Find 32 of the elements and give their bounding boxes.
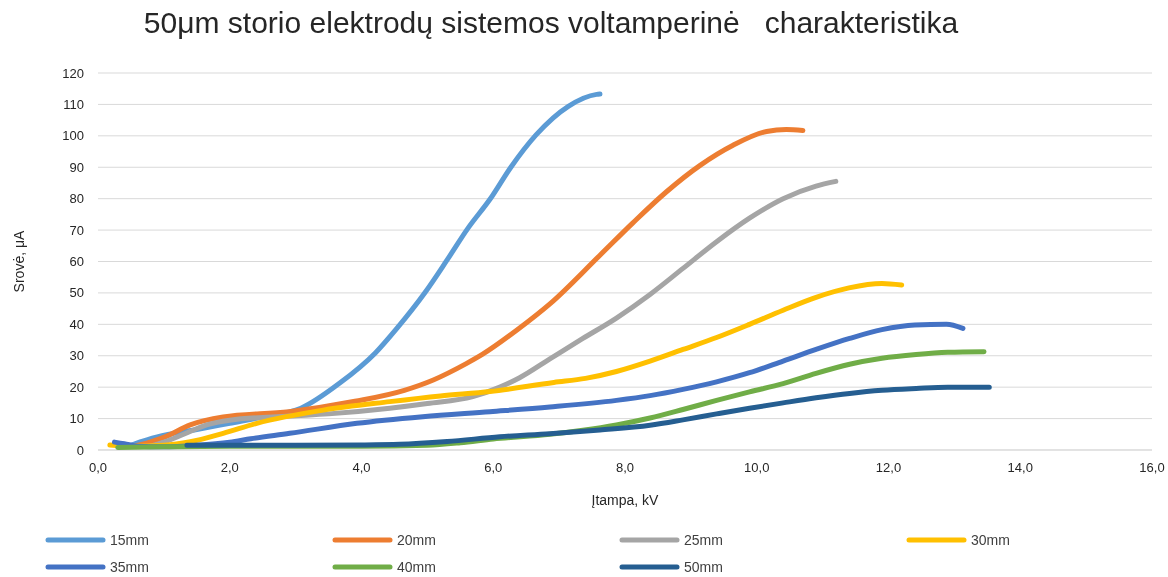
legend-label: 40mm: [397, 558, 436, 575]
y-axis-title: Srovė, μA: [11, 229, 27, 293]
x-tick-label: 10,0: [744, 460, 770, 475]
x-tick-label: 4,0: [352, 460, 371, 475]
y-tick-label: 10: [69, 411, 84, 427]
y-tick-label: 110: [63, 96, 84, 112]
y-tick-label: 40: [69, 316, 84, 332]
y-tick-label: 60: [69, 254, 84, 270]
x-axis-title: Įtampa, kV: [591, 492, 660, 508]
x-tick-label: 0,0: [88, 460, 108, 475]
legend-label: 50mm: [684, 558, 723, 575]
x-tick-label: 2,0: [220, 460, 239, 475]
legend-label: 35mm: [110, 558, 149, 575]
x-tick-label: 6,0: [484, 460, 503, 475]
legend-label: 25mm: [684, 531, 723, 548]
y-tick-label: 90: [69, 159, 84, 175]
y-tick-label: 20: [69, 379, 84, 395]
legend-label: 20mm: [397, 531, 436, 548]
legend-label: 30mm: [971, 531, 1010, 548]
x-tick-label: 8,0: [615, 460, 635, 475]
y-tick-label: 30: [69, 348, 84, 364]
y-tick-label: 100: [62, 128, 84, 144]
y-tick-label: 80: [69, 191, 84, 207]
y-tick-label: 70: [69, 222, 84, 238]
chart-title: 50μm storio elektrodų sistemos voltamperinė charakteristika: [143, 6, 959, 39]
y-tick-label: 0: [76, 442, 84, 458]
y-tick-label: 50: [69, 285, 84, 301]
x-tick-label: 12,0: [875, 460, 902, 475]
y-tick-label: 120: [62, 65, 84, 81]
x-tick-label: 14,0: [1007, 460, 1033, 475]
x-tick-label: 16,0: [1139, 460, 1165, 475]
legend-label: 15mm: [110, 531, 149, 548]
